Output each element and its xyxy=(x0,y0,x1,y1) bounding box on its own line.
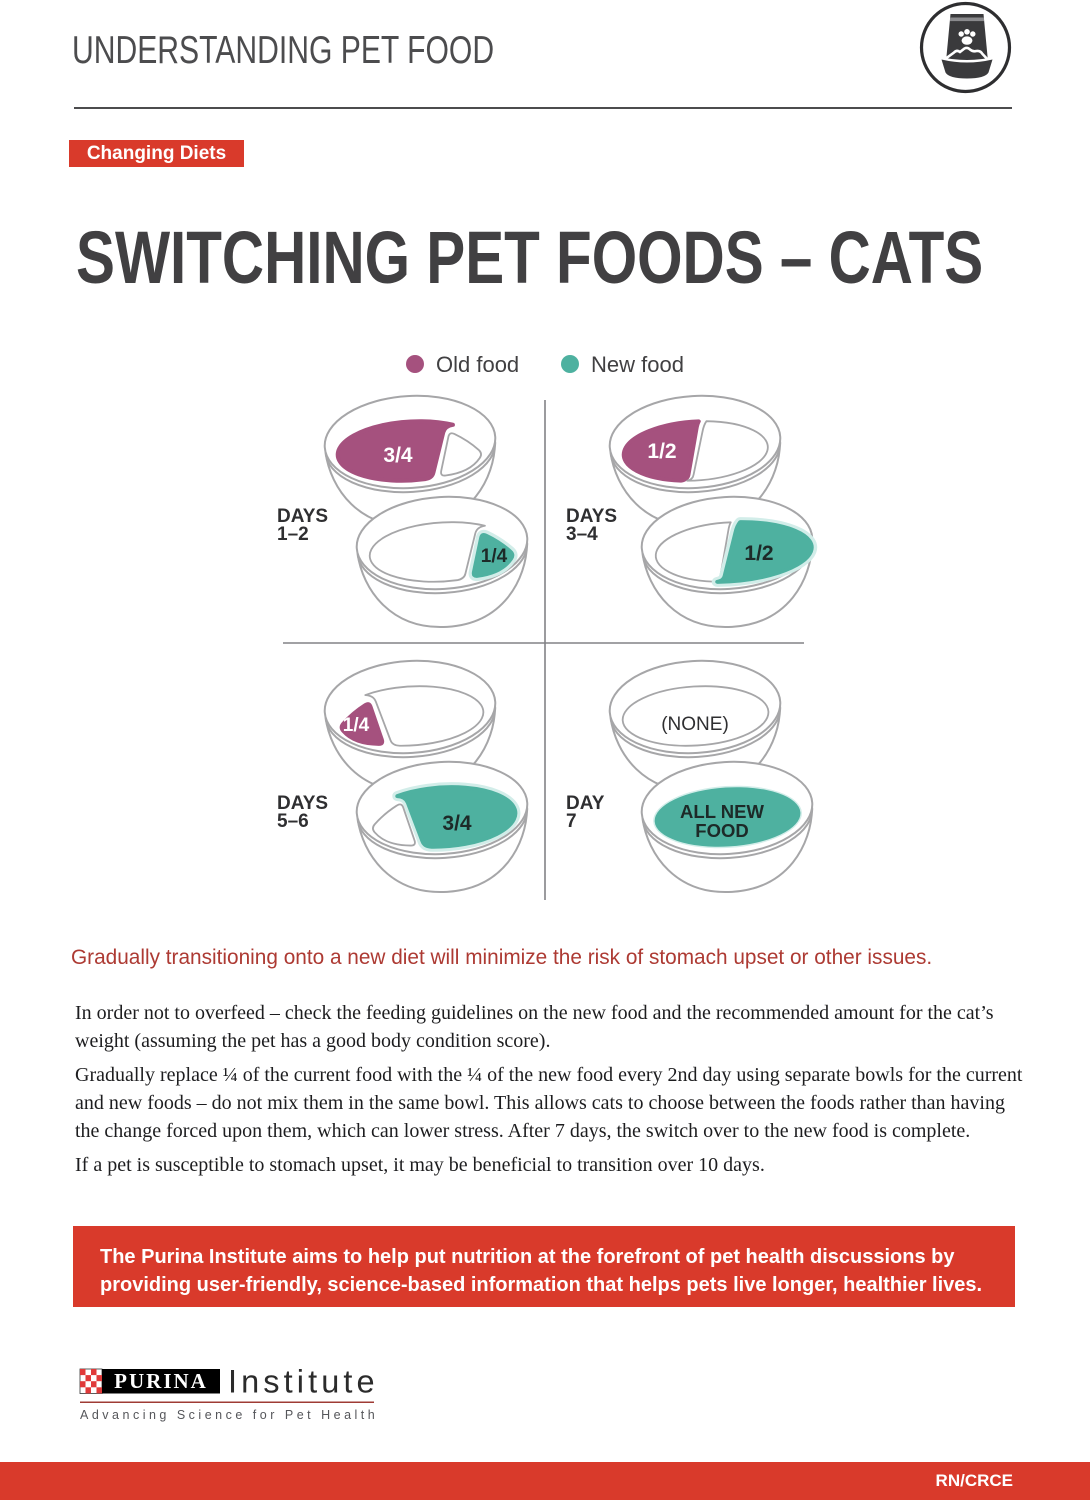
svg-text:(NONE): (NONE) xyxy=(661,714,729,735)
svg-text:3–4: 3–4 xyxy=(566,524,598,545)
svg-text:DAY: DAY xyxy=(566,793,605,814)
svg-text:3/4: 3/4 xyxy=(442,812,472,835)
svg-text:5–6: 5–6 xyxy=(277,811,309,832)
svg-text:1/4: 1/4 xyxy=(481,546,508,567)
svg-text:FOOD: FOOD xyxy=(695,820,748,841)
svg-text:1/2: 1/2 xyxy=(744,542,773,565)
svg-text:1/2: 1/2 xyxy=(647,440,676,463)
svg-text:Advancing Science for Pet Heal: Advancing Science for Pet Health xyxy=(80,1408,378,1422)
svg-text:ALL NEW: ALL NEW xyxy=(680,801,764,822)
svg-text:DAYS: DAYS xyxy=(277,793,328,814)
svg-text:DAYS: DAYS xyxy=(566,506,617,527)
svg-text:DAYS: DAYS xyxy=(277,506,328,527)
svg-text:PURINA: PURINA xyxy=(114,1369,208,1393)
svg-text:1–2: 1–2 xyxy=(277,524,309,545)
svg-text:Institute: Institute xyxy=(228,1364,379,1400)
svg-text:3/4: 3/4 xyxy=(383,444,413,467)
svg-text:7: 7 xyxy=(566,811,577,832)
svg-text:1/4: 1/4 xyxy=(343,715,370,736)
